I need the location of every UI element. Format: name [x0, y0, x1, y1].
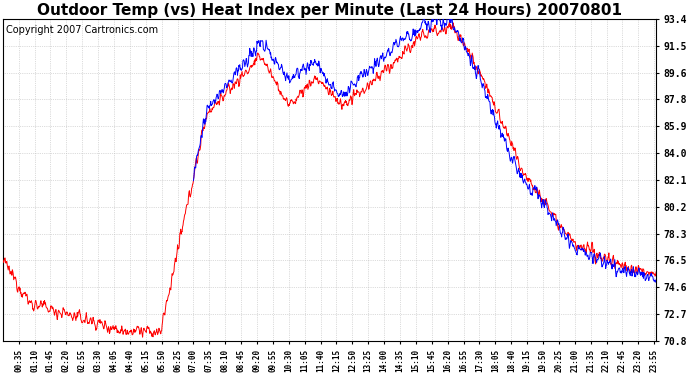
Title: Outdoor Temp (vs) Heat Index per Minute (Last 24 Hours) 20070801: Outdoor Temp (vs) Heat Index per Minute …	[37, 3, 622, 18]
Text: Copyright 2007 Cartronics.com: Copyright 2007 Cartronics.com	[6, 26, 158, 35]
